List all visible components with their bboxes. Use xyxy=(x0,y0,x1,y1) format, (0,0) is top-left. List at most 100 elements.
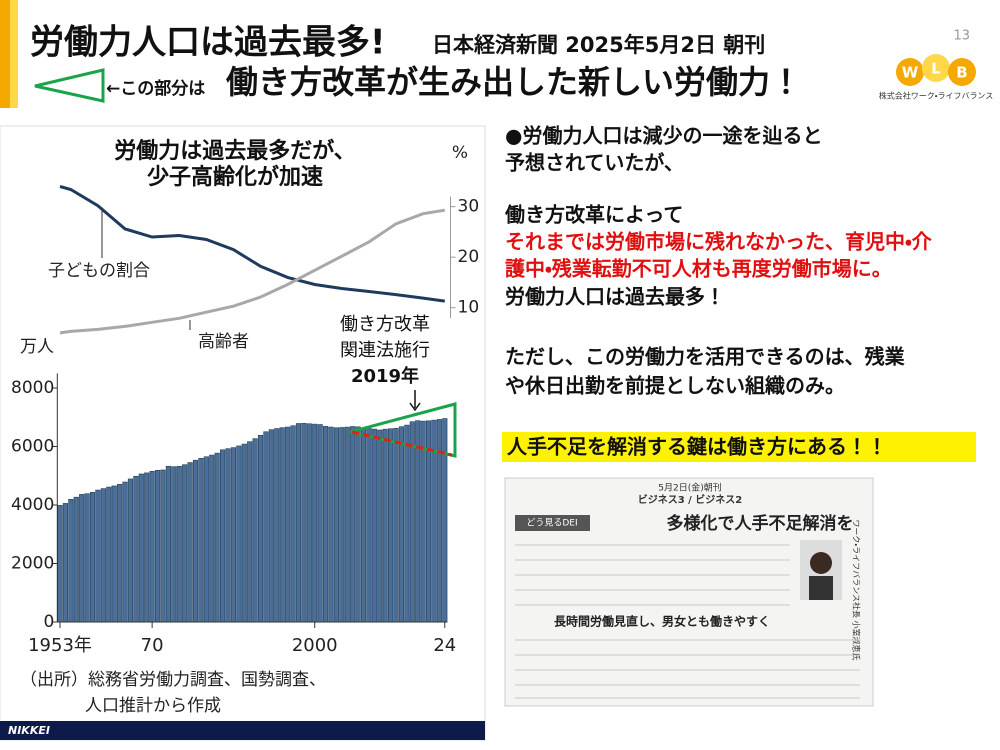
line-series xyxy=(59,208,446,335)
bar xyxy=(144,472,150,623)
logo: W L B 株式会社ワーク・ライフバランス xyxy=(879,54,994,101)
bar xyxy=(149,470,155,623)
logo-letter: B xyxy=(956,64,967,82)
bar xyxy=(333,427,339,623)
page-number: 13 xyxy=(953,29,970,44)
bar xyxy=(263,431,269,623)
bar xyxy=(100,488,106,623)
bar xyxy=(393,427,399,623)
y-tick-label: 0 xyxy=(43,612,54,632)
clipping-photo xyxy=(809,576,833,600)
bar xyxy=(225,448,231,623)
bar xyxy=(182,464,188,623)
bar xyxy=(420,420,426,623)
annotation-arrow xyxy=(409,402,421,412)
publisher: NIKKEI xyxy=(8,724,50,737)
y-axis-label: 万人 xyxy=(20,337,54,357)
bar xyxy=(203,456,209,623)
highlight-box xyxy=(502,432,976,462)
logo-circle xyxy=(896,58,924,86)
bar xyxy=(355,426,361,623)
bar xyxy=(339,427,345,623)
bar xyxy=(247,441,253,623)
bar xyxy=(192,459,199,623)
bar xyxy=(214,452,220,623)
bar xyxy=(165,465,171,623)
body-line: ただし、この労働力を活用できるのは、残業 xyxy=(505,345,906,369)
accent-bar xyxy=(0,0,10,108)
bar xyxy=(274,428,280,623)
bar xyxy=(138,473,144,623)
newspaper-clipping: 5月2日(金)朝刊 ビジネス3 / ビジネス2 どう見るDEI 多様化で人手不足… xyxy=(504,477,874,707)
bar xyxy=(371,428,377,623)
clipping-photo xyxy=(810,552,832,574)
bar xyxy=(295,423,302,623)
bar xyxy=(198,458,204,623)
bar xyxy=(84,493,90,623)
bar xyxy=(377,429,383,623)
y-tick-label: 20 xyxy=(458,247,480,267)
bar xyxy=(306,423,312,623)
body-line: 護中・残業転勤不可人材も再度労働市場に。 xyxy=(505,257,892,281)
bar xyxy=(322,426,329,623)
logo-letter: W xyxy=(902,64,919,82)
clipping-headline: 多様化で人手不足解消を xyxy=(667,513,854,534)
bar xyxy=(133,475,139,623)
logo-company: 株式会社ワーク・ライフバランス xyxy=(879,91,994,101)
body-line: 働き方改革によって xyxy=(504,203,683,227)
bar xyxy=(344,426,350,623)
clipping-series: どう見るDEI xyxy=(526,518,577,529)
bar xyxy=(366,427,372,623)
bar xyxy=(382,428,388,623)
bar xyxy=(160,469,166,623)
bar xyxy=(89,492,96,623)
clipping-series-box xyxy=(515,515,590,531)
slide-source: 日本経済新聞 2025年5月2日 朝刊 xyxy=(432,33,765,57)
pointer-text: ←この部分は xyxy=(106,78,205,99)
annotation: 働き方改革 xyxy=(340,314,430,335)
clipping-subhead: 長時間労働見直し、男女とも働きやすく xyxy=(554,614,770,629)
line-series xyxy=(59,185,446,303)
x-tick-label: 2000 xyxy=(292,635,338,656)
clipping-text-lines xyxy=(515,544,860,699)
bar xyxy=(57,505,63,623)
slide-subtitle: 働き方改革が生み出した新しい労働力！ xyxy=(226,63,802,101)
source-note: （出所）総務省労働力調査、国勢調査、 xyxy=(20,670,326,690)
bar xyxy=(442,418,448,623)
x-tick-label: 1953年 xyxy=(28,635,92,656)
bar xyxy=(317,424,323,623)
bar xyxy=(68,499,74,623)
bar xyxy=(285,426,291,623)
bar xyxy=(187,462,193,623)
bar xyxy=(252,438,258,623)
bar xyxy=(312,423,318,623)
bar xyxy=(328,426,334,623)
bar xyxy=(388,428,394,623)
y-tick-label: 4000 xyxy=(11,495,54,515)
annotation: 関連法施行 xyxy=(340,340,430,361)
bar xyxy=(95,489,101,623)
y2-axis-label: % xyxy=(452,143,468,163)
bar xyxy=(257,434,264,623)
y-tick-label: 8000 xyxy=(11,378,54,398)
series-label: 労働力人口 xyxy=(92,421,182,442)
bar xyxy=(241,443,247,623)
bar xyxy=(220,449,226,623)
clipping-byline: ワーク・ライフバランス社長 小室淑恵氏 xyxy=(852,519,862,660)
y-tick-label: 10 xyxy=(458,298,480,318)
chart-title: 少子高齢化が加速 xyxy=(147,164,323,190)
bar xyxy=(301,423,307,623)
clipping-section: ビジネス3 / ビジネス2 xyxy=(638,493,743,506)
bar xyxy=(290,425,296,623)
bar xyxy=(398,426,405,623)
bar xyxy=(176,466,182,623)
bar xyxy=(122,481,128,623)
slide-title: 労働力人口は過去最多! xyxy=(30,23,386,63)
bar xyxy=(236,445,242,623)
highlight-text: 人手不足を解消する鍵は働き方にある！！ xyxy=(506,435,887,459)
y-tick-label: 6000 xyxy=(11,437,54,457)
body-line: 予想されていたが、 xyxy=(505,151,684,175)
bar xyxy=(409,421,415,623)
